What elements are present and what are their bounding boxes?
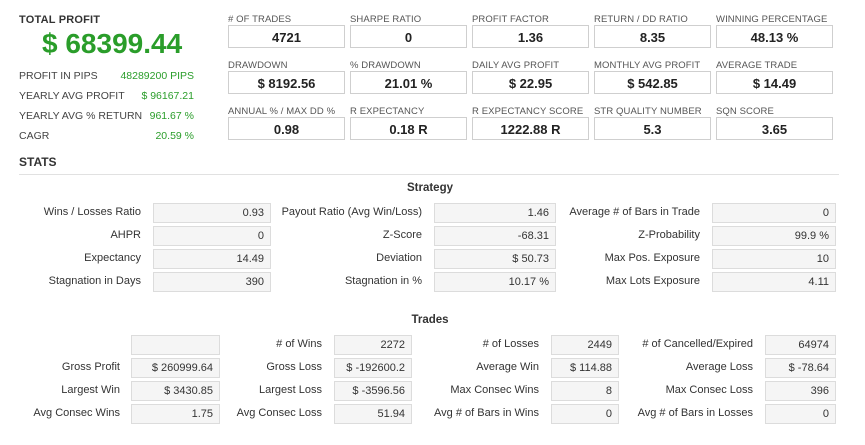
stat-value-max-lots-exposure: 4.11	[712, 272, 836, 292]
metric-label-sharpe-ratio: SHARPE RATIO	[350, 14, 422, 25]
trade-value-largest-win: $ 3430.85	[131, 381, 220, 401]
stat-label-z-score: Z-Score	[382, 229, 422, 241]
trade-label-gross-profit: Gross Profit	[61, 361, 120, 373]
metric-label-daily-avg-profit: DAILY AVG PROFIT	[472, 60, 560, 71]
stat-value-max-pos-exposure: 10	[712, 249, 836, 269]
stat-value-z-probability: 99.9 %	[712, 226, 836, 246]
trade-value-num-losses: 2449	[551, 335, 619, 355]
trades-title: Trades	[411, 314, 449, 326]
metric-value-return-dd-ratio: 8.35	[594, 25, 711, 48]
trade-value-blank	[131, 335, 220, 355]
trade-label-largest-win: Largest Win	[61, 384, 120, 396]
stat-label-max-lots-exposure: Max Lots Exposure	[605, 275, 700, 287]
trade-label-average-loss: Average Loss	[685, 361, 753, 373]
metric-value-daily-avg-profit: $ 22.95	[472, 71, 589, 94]
metric-value-r-expectancy-score: 1222.88 R	[472, 117, 589, 140]
stat-value-avg-bars-in-trade: 0	[712, 203, 836, 223]
trade-value-avg-bars-in-losses: 0	[765, 404, 836, 424]
metric-value-annual-max-dd: 0.98	[228, 117, 345, 140]
metric-label-num-trades: # OF TRADES	[228, 14, 292, 25]
stat-label-z-probability: Z-Probability	[638, 229, 700, 241]
trade-value-avg-bars-in-wins: 0	[551, 404, 619, 424]
trade-label-num-cancelled: # of Cancelled/Expired	[642, 338, 753, 350]
trade-label-avg-consec-loss: Avg Consec Loss	[236, 407, 322, 419]
trade-label-max-consec-loss: Max Consec Loss	[665, 384, 753, 396]
trade-value-gross-loss: $ -192600.2	[334, 358, 412, 378]
trade-value-gross-profit: $ 260999.64	[131, 358, 220, 378]
trade-value-avg-consec-loss: 51.94	[334, 404, 412, 424]
metric-value-sqn-score: 3.65	[716, 117, 833, 140]
trade-label-gross-loss: Gross Loss	[266, 361, 322, 373]
stat-value-wins-losses-ratio: 0.93	[153, 203, 271, 223]
trade-value-avg-consec-wins: 1.75	[131, 404, 220, 424]
trade-value-average-loss: $ -78.64	[765, 358, 836, 378]
stats-title: STATS	[19, 155, 57, 169]
metric-label-return-dd-ratio: RETURN / DD RATIO	[594, 14, 688, 25]
total-profit-label: TOTAL PROFIT	[19, 14, 101, 26]
metric-value-monthly-avg-profit: $ 542.85	[594, 71, 711, 94]
trade-label-num-wins: # of Wins	[276, 338, 322, 350]
trade-value-largest-loss: $ -3596.56	[334, 381, 412, 401]
profit-in-pips-value: 48289200 PIPS	[120, 70, 194, 82]
metric-label-average-trade: AVERAGE TRADE	[716, 60, 798, 71]
metric-label-sqn-score: SQN SCORE	[716, 106, 774, 117]
stat-value-stagnation-days: 390	[153, 272, 271, 292]
stat-label-expectancy: Expectancy	[84, 252, 141, 264]
metric-label-r-expectancy-score: R EXPECTANCY SCORE	[472, 106, 584, 117]
yearly-avg-profit-value: $ 96167.21	[141, 90, 194, 102]
metric-value-average-trade: $ 14.49	[716, 71, 833, 94]
trade-value-num-cancelled: 64974	[765, 335, 836, 355]
trade-label-num-losses: # of Losses	[482, 338, 539, 350]
metric-value-num-trades: 4721	[228, 25, 345, 48]
strategy-title: Strategy	[406, 182, 454, 194]
metric-label-profit-factor: PROFIT FACTOR	[472, 14, 549, 25]
yearly-avg-return-label: YEARLY AVG % RETURN	[19, 110, 143, 122]
trade-label-max-consec-wins: Max Consec Wins	[450, 384, 539, 396]
stat-value-deviation: $ 50.73	[434, 249, 556, 269]
stat-label-wins-losses-ratio: Wins / Losses Ratio	[43, 206, 141, 218]
stats-divider	[19, 174, 839, 175]
stat-value-payout-ratio: 1.46	[434, 203, 556, 223]
metric-label-str-quality-number: STR QUALITY NUMBER	[594, 106, 702, 117]
total-profit-value: $ 68399.44	[42, 28, 183, 59]
metric-label-monthly-avg-profit: MONTHLY AVG PROFIT	[594, 60, 701, 71]
trade-label-avg-bars-in-wins: Avg # of Bars in Wins	[434, 407, 539, 419]
metric-value-winning-percentage: 48.13 %	[716, 25, 833, 48]
trade-label-average-win: Average Win	[476, 361, 539, 373]
stat-value-expectancy: 14.49	[153, 249, 271, 269]
stat-label-stagnation-pct: Stagnation in %	[344, 275, 422, 287]
trade-label-largest-loss: Largest Loss	[259, 384, 322, 396]
stat-value-stagnation-pct: 10.17 %	[434, 272, 556, 292]
cagr-value: 20.59 %	[155, 130, 194, 142]
stat-label-deviation: Deviation	[376, 252, 422, 264]
trade-label-avg-bars-in-losses: Avg # of Bars in Losses	[637, 407, 753, 419]
metric-value-r-expectancy: 0.18 R	[350, 117, 467, 140]
yearly-avg-profit-label: YEARLY AVG PROFIT	[19, 90, 125, 102]
metric-label-r-expectancy: R EXPECTANCY	[350, 106, 425, 117]
stat-label-ahpr: AHPR	[110, 229, 141, 241]
stat-label-avg-bars-in-trade: Average # of Bars in Trade	[569, 206, 700, 218]
metric-label-drawdown: DRAWDOWN	[228, 60, 288, 71]
metric-value-profit-factor: 1.36	[472, 25, 589, 48]
profit-in-pips-label: PROFIT IN PIPS	[19, 70, 98, 82]
metric-value-str-quality-number: 5.3	[594, 117, 711, 140]
stat-value-z-score: -68.31	[434, 226, 556, 246]
stat-label-payout-ratio: Payout Ratio (Avg Win/Loss)	[281, 206, 422, 218]
trade-value-max-consec-loss: 396	[765, 381, 836, 401]
metric-value-drawdown: $ 8192.56	[228, 71, 345, 94]
metric-value-pct-drawdown: 21.01 %	[350, 71, 467, 94]
stat-value-ahpr: 0	[153, 226, 271, 246]
stat-label-stagnation-days: Stagnation in Days	[48, 275, 141, 287]
yearly-avg-return-value: 961.67 %	[149, 110, 194, 122]
metric-value-sharpe-ratio: 0	[350, 25, 467, 48]
stat-label-max-pos-exposure: Max Pos. Exposure	[604, 252, 700, 264]
metric-label-pct-drawdown: % DRAWDOWN	[350, 60, 421, 71]
trade-value-num-wins: 2272	[334, 335, 412, 355]
metric-label-annual-max-dd: ANNUAL % / MAX DD %	[228, 106, 336, 117]
metric-label-winning-percentage: WINNING PERCENTAGE	[716, 14, 828, 25]
cagr-label: CAGR	[19, 130, 50, 142]
trade-value-max-consec-wins: 8	[551, 381, 619, 401]
trade-label-avg-consec-wins: Avg Consec Wins	[33, 407, 120, 419]
trade-value-average-win: $ 114.88	[551, 358, 619, 378]
